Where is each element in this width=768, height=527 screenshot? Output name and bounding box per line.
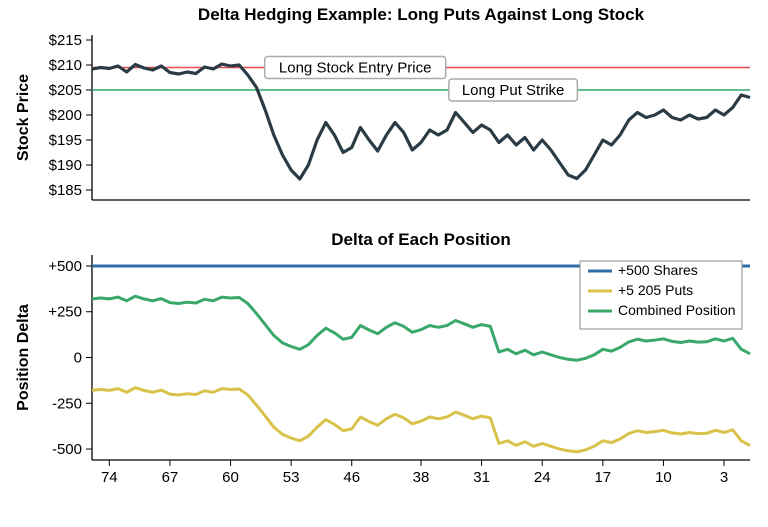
legend-label: +5 205 Puts	[618, 282, 693, 298]
reference-label: Long Stock Entry Price	[279, 60, 432, 77]
legend-label: +500 Shares	[618, 262, 698, 278]
bottom-ytick: +250	[48, 304, 82, 321]
xtick: 10	[655, 469, 672, 486]
bottom-ytick: +500	[48, 258, 82, 275]
top-ytick: $185	[49, 182, 82, 199]
bottom-ytick: 0	[74, 350, 82, 367]
top-chart-title: Delta Hedging Example: Long Puts Against…	[198, 5, 645, 24]
xtick: 38	[413, 469, 430, 486]
top-ytick: $210	[49, 57, 82, 74]
top-ytick: $215	[49, 32, 82, 49]
xtick: 46	[343, 469, 360, 486]
legend-label: Combined Position	[618, 302, 736, 318]
xtick: 67	[162, 469, 179, 486]
bottom-chart-title: Delta of Each Position	[331, 230, 510, 249]
xtick: 53	[283, 469, 300, 486]
bottom-ytick: -250	[52, 395, 82, 412]
xtick: 24	[534, 469, 551, 486]
xtick: 31	[473, 469, 490, 486]
reference-label: Long Put Strike	[462, 82, 565, 99]
top-ytick: $190	[49, 157, 82, 174]
xtick: 17	[594, 469, 611, 486]
top-ytick: $195	[49, 132, 82, 149]
top-ytick: $205	[49, 82, 82, 99]
xtick: 60	[222, 469, 239, 486]
bottom-ylabel: Position Delta	[15, 304, 32, 411]
bottom-ytick: -500	[52, 441, 82, 458]
top-ytick: $200	[49, 107, 82, 124]
xtick: 3	[720, 469, 728, 486]
xtick: 74	[101, 469, 118, 486]
figure: Delta Hedging Example: Long Puts Against…	[0, 0, 768, 527]
top-ylabel: Stock Price	[15, 74, 32, 161]
